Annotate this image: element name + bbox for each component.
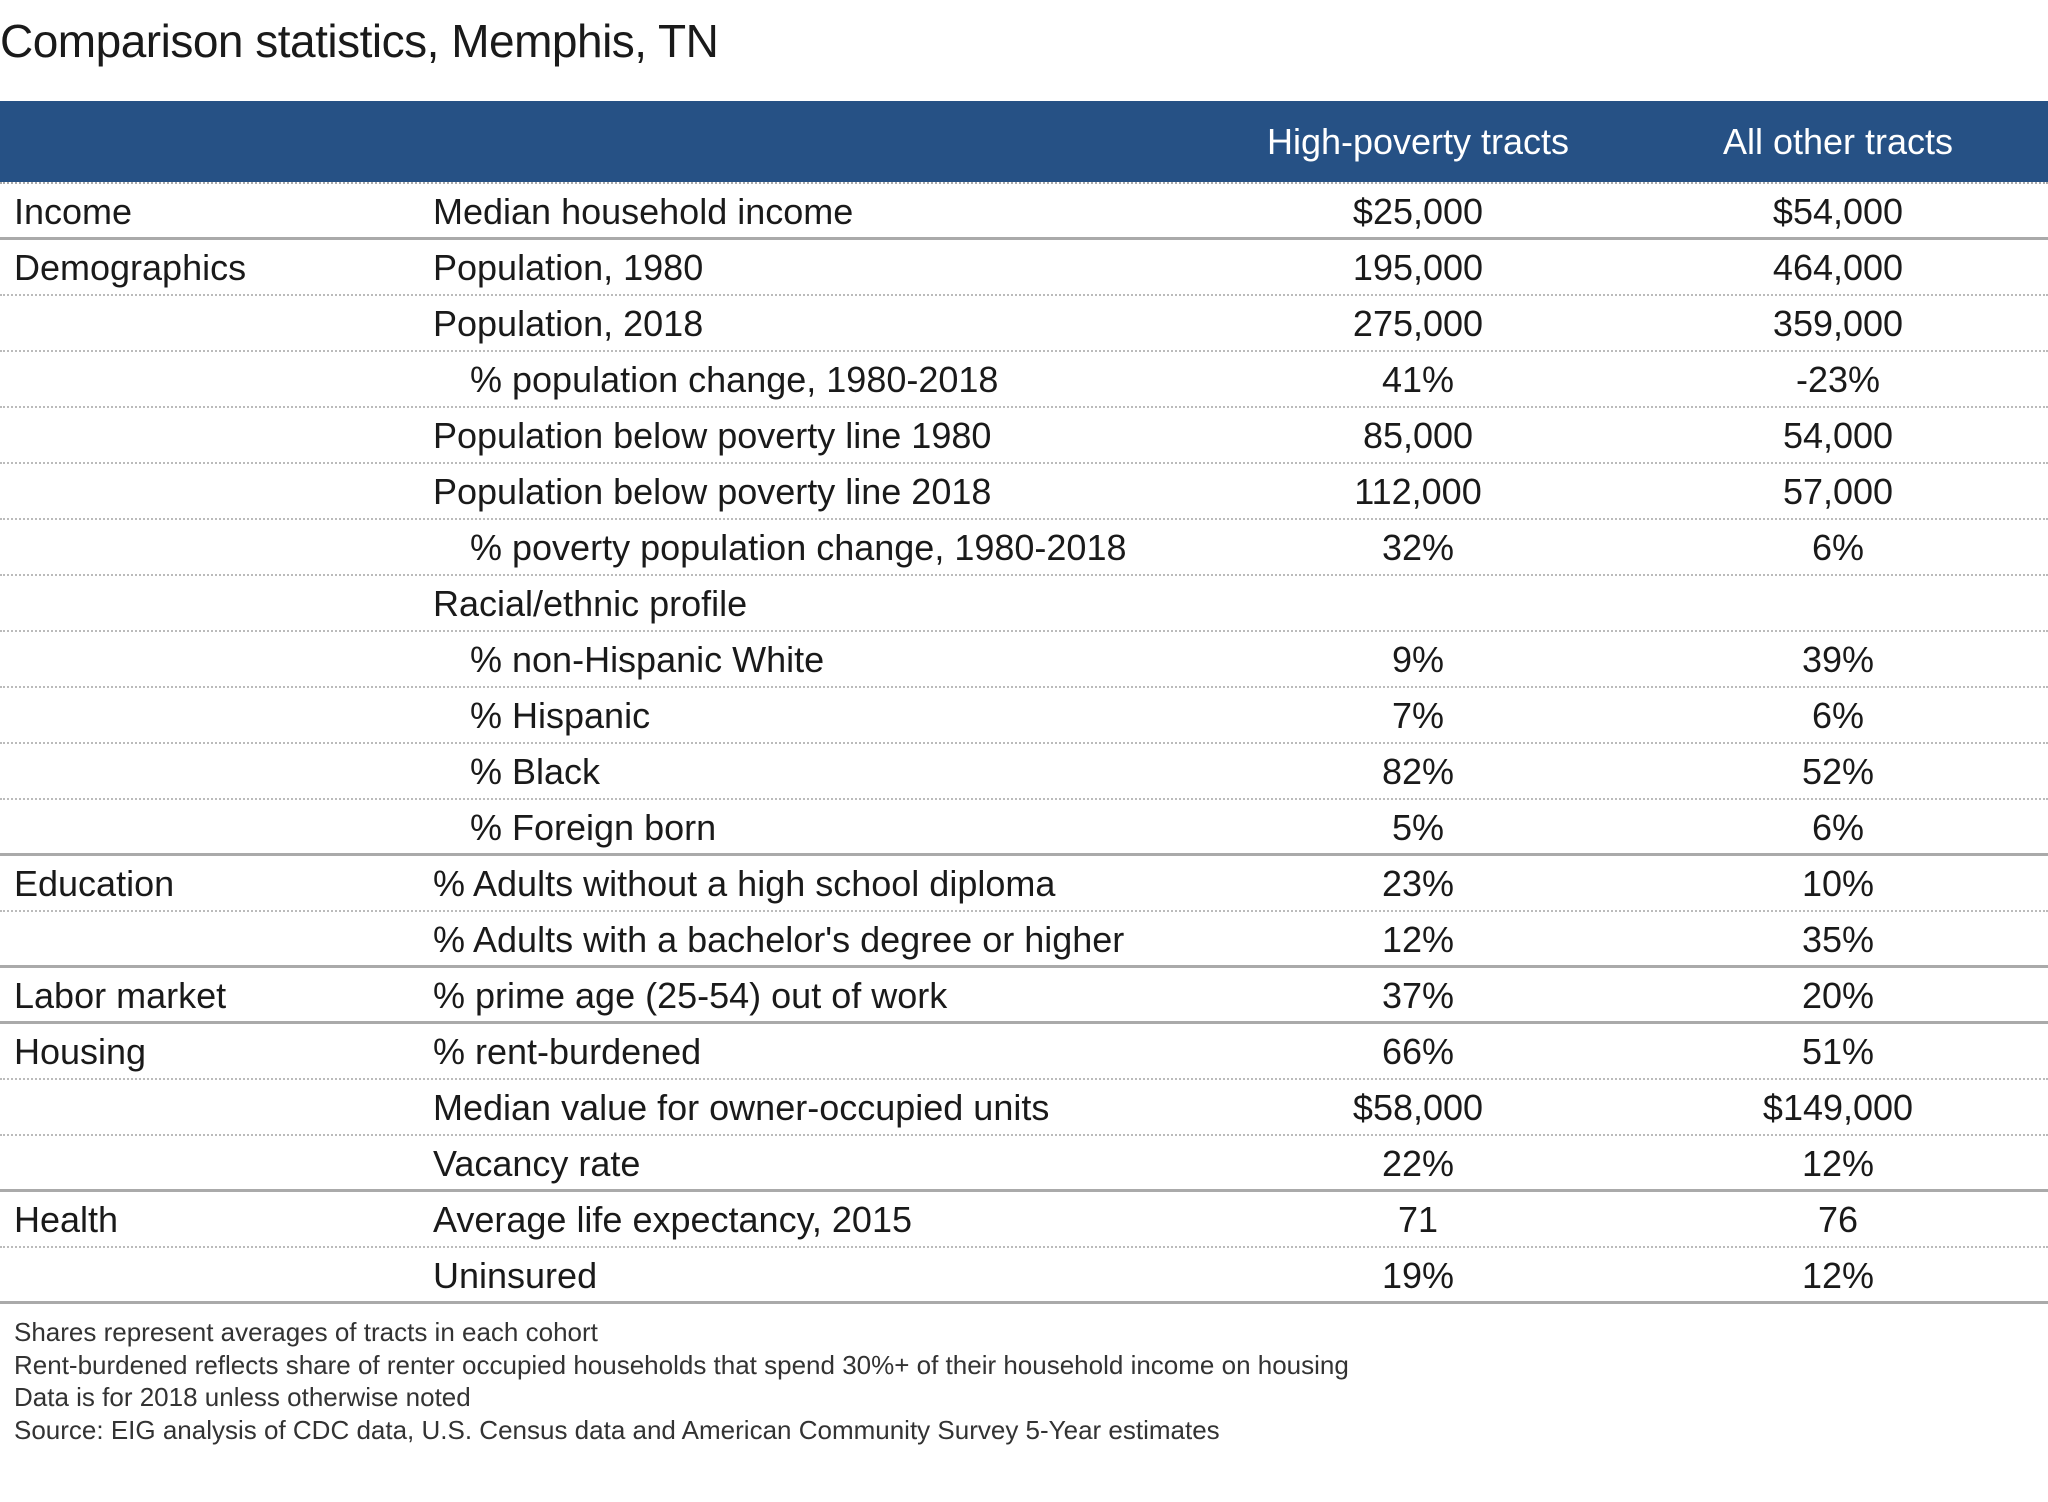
row-category: Education xyxy=(14,863,175,904)
table-row: Labor market % prime age (25-54) out of w… xyxy=(0,968,2048,1024)
value-high-poverty: 275,000 xyxy=(1352,303,1484,344)
row-metric: % prime age (25-54) out of work xyxy=(433,975,948,1016)
value-high-poverty: 23% xyxy=(1381,863,1455,904)
row-metric: Vacancy rate xyxy=(433,1143,641,1184)
value-high-poverty: 195,000 xyxy=(1352,247,1484,288)
value-high-poverty: 82% xyxy=(1381,751,1455,792)
value-all-other: 6% xyxy=(1811,807,1865,848)
table-row: Uninsured 19% 12% xyxy=(0,1248,2048,1304)
value-high-poverty: 37% xyxy=(1381,975,1455,1016)
row-metric: Median value for owner-occupied units xyxy=(433,1087,1050,1128)
table-row: % Foreign born 5% 6% xyxy=(0,800,2048,856)
value-high-poverty: 32% xyxy=(1381,527,1455,568)
value-high-poverty: 66% xyxy=(1381,1031,1455,1072)
row-metric: % Hispanic xyxy=(470,695,651,736)
value-high-poverty: 9% xyxy=(1391,639,1445,680)
value-all-other: 6% xyxy=(1811,695,1865,736)
row-metric: Median household income xyxy=(433,191,854,232)
table-row: Racial/ethnic profile xyxy=(0,576,2048,632)
table-row: % Hispanic 7% 6% xyxy=(0,688,2048,744)
row-metric: % Black xyxy=(470,751,601,792)
column-header-high-poverty: High-poverty tracts xyxy=(1266,121,1570,162)
value-all-other: $54,000 xyxy=(1772,191,1904,232)
header-divider xyxy=(0,182,2048,184)
value-all-other: 51% xyxy=(1801,1031,1875,1072)
table-row: % Black 82% 52% xyxy=(0,744,2048,800)
table-row: Education % Adults without a high school … xyxy=(0,856,2048,912)
table-row: % Adults with a bachelor's degree or hig… xyxy=(0,912,2048,968)
value-all-other: 54,000 xyxy=(1782,415,1894,456)
value-all-other: 359,000 xyxy=(1772,303,1904,344)
row-category: Health xyxy=(14,1199,119,1240)
footnote: Data is for 2018 unless otherwise noted xyxy=(14,1382,471,1412)
value-all-other: 20% xyxy=(1801,975,1875,1016)
value-high-poverty: $58,000 xyxy=(1352,1087,1484,1128)
footnotes: Shares represent averages of tracts in e… xyxy=(14,1316,1349,1446)
table-row: Population below poverty line 2018 112,00… xyxy=(0,464,2048,520)
row-metric: % population change, 1980-2018 xyxy=(470,359,999,400)
row-metric: Uninsured xyxy=(433,1255,598,1296)
value-high-poverty: 85,000 xyxy=(1362,415,1474,456)
value-high-poverty: 71 xyxy=(1397,1199,1439,1240)
row-metric: % Adults with a bachelor's degree or hig… xyxy=(433,919,1125,960)
row-category: Income xyxy=(14,191,133,232)
table-row: Demographics Population, 1980 195,000 464,0… xyxy=(0,240,2048,296)
value-high-poverty: 22% xyxy=(1381,1143,1455,1184)
value-all-other: -23% xyxy=(1795,359,1881,400)
table-row: Population below poverty line 1980 85,000… xyxy=(0,408,2048,464)
row-category: Demographics xyxy=(14,247,247,288)
table-row: Health Average life expectancy, 2015 71 76 xyxy=(0,1192,2048,1248)
row-metric: Racial/ethnic profile xyxy=(433,583,748,624)
value-high-poverty: 41% xyxy=(1381,359,1455,400)
value-all-other: 76 xyxy=(1817,1199,1859,1240)
table-row: Population, 2018 275,000 359,000 xyxy=(0,296,2048,352)
value-high-poverty: 5% xyxy=(1391,807,1445,848)
value-all-other: 10% xyxy=(1801,863,1875,904)
value-all-other: 12% xyxy=(1801,1143,1875,1184)
value-high-poverty: 19% xyxy=(1381,1255,1455,1296)
table-row: Vacancy rate 22% 12% xyxy=(0,1136,2048,1192)
value-all-other: 12% xyxy=(1801,1255,1875,1296)
row-metric: % Adults without a high school diploma xyxy=(433,863,1056,904)
footnote: Rent-burdened reflects share of renter o… xyxy=(14,1349,1349,1380)
table-header: High-poverty tracts All other tracts xyxy=(0,101,2048,182)
table-row: % non-Hispanic White 9% 39% xyxy=(0,632,2048,688)
table-row: % population change, 1980-2018 41% -23% xyxy=(0,352,2048,408)
row-metric: % non-Hispanic White xyxy=(470,639,825,680)
value-high-poverty: 112,000 xyxy=(1354,471,1482,512)
value-high-poverty: $25,000 xyxy=(1352,191,1484,232)
table-row: Median value for owner-occupied units $58… xyxy=(0,1080,2048,1136)
row-metric: Population, 1980 xyxy=(433,247,704,288)
value-all-other: $149,000 xyxy=(1762,1087,1914,1128)
footnote: Source: EIG analysis of CDC data, U.S. C… xyxy=(14,1414,1220,1445)
row-metric: Average life expectancy, 2015 xyxy=(433,1199,912,1240)
table-row: Housing % rent-burdened 66% 51% xyxy=(0,1024,2048,1080)
row-metric: % Foreign born xyxy=(470,807,717,848)
row-metric: % rent-burdened xyxy=(433,1031,702,1072)
value-all-other: 35% xyxy=(1801,919,1875,960)
row-category: Housing xyxy=(14,1031,147,1072)
table-row: % poverty population change, 1980-2018 32… xyxy=(0,520,2048,576)
value-all-other: 57,000 xyxy=(1782,471,1894,512)
row-metric: Population below poverty line 1980 xyxy=(433,415,992,456)
value-all-other: 6% xyxy=(1811,527,1865,568)
value-all-other: 464,000 xyxy=(1772,247,1904,288)
value-all-other: 39% xyxy=(1801,639,1875,680)
footnote: Shares represent averages of tracts in e… xyxy=(14,1317,598,1347)
page-title: Comparison statistics, Memphis, TN xyxy=(0,15,719,67)
row-metric: % poverty population change, 1980-2018 xyxy=(470,527,1127,568)
row-metric: Population below poverty line 2018 xyxy=(433,471,992,512)
value-high-poverty: 7% xyxy=(1391,695,1445,736)
row-metric: Population, 2018 xyxy=(433,303,704,344)
column-header-all-other: All other tracts xyxy=(1722,121,1954,162)
table-body: Income Median household income $25,000 $54,… xyxy=(0,184,2048,1304)
table-row: Income Median household income $25,000 $54,… xyxy=(0,184,2048,240)
value-high-poverty: 12% xyxy=(1381,919,1455,960)
row-category: Labor market xyxy=(14,975,227,1016)
value-all-other: 52% xyxy=(1801,751,1875,792)
